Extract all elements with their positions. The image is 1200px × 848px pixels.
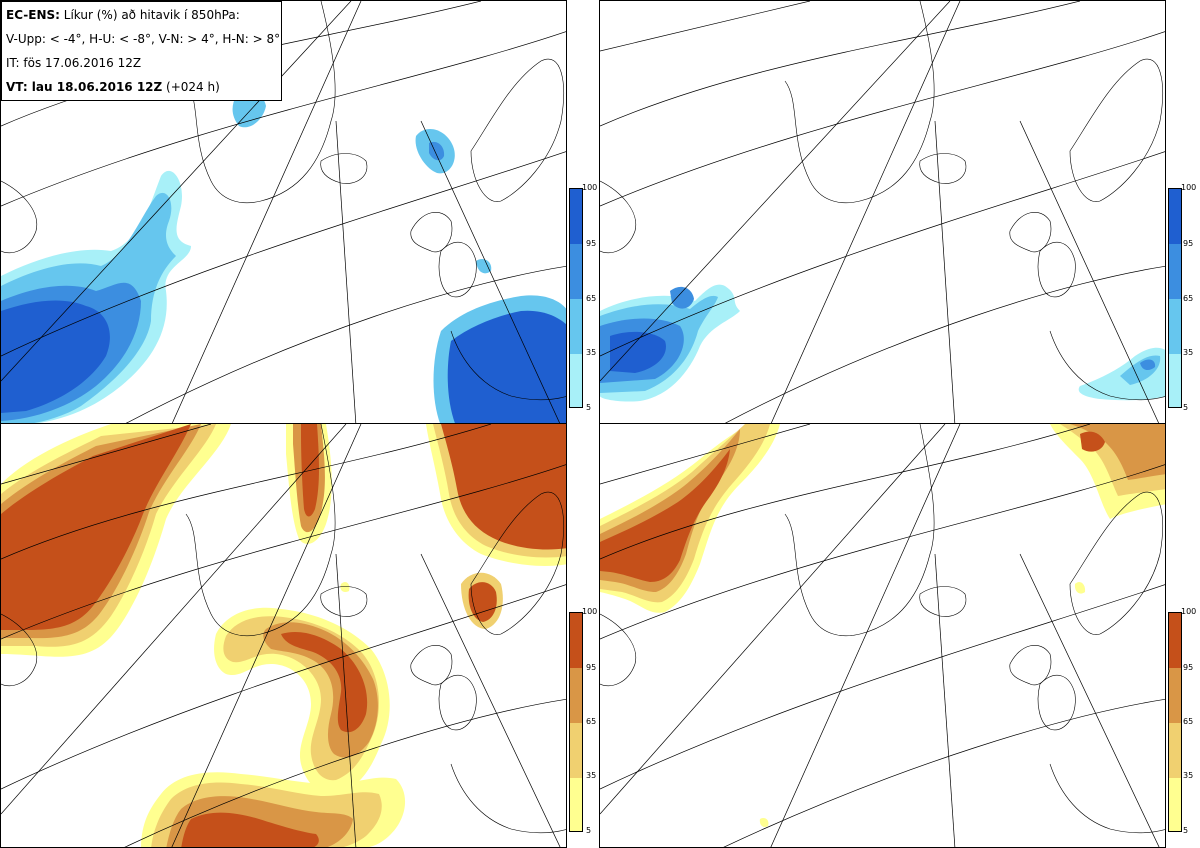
init-time-label: IT: fös 17.06.2016 12Z bbox=[6, 56, 142, 70]
coastlines bbox=[1, 424, 566, 834]
model-label: EC-ENS: bbox=[6, 8, 60, 22]
map-panel-warm-plus8 bbox=[599, 423, 1166, 848]
colorbar-tick: 35 bbox=[586, 771, 597, 780]
colorbar-warm-left bbox=[569, 612, 583, 832]
graticule bbox=[600, 1, 1165, 424]
colorbar-tick: 100 bbox=[582, 183, 598, 192]
colorbar-tick: 65 bbox=[1183, 717, 1194, 726]
map-panel-cold-minus8 bbox=[599, 0, 1166, 425]
probability-shading bbox=[600, 284, 1165, 402]
colorbar-warm-right bbox=[1168, 612, 1182, 832]
colorbar-tick: 35 bbox=[1183, 771, 1194, 780]
info-line-title: EC-ENS: Líkur (%) að hitavik í 850hPa: bbox=[6, 8, 277, 32]
info-box: EC-ENS: Líkur (%) að hitavik í 850hPa: V… bbox=[1, 1, 282, 101]
colorbar-tick: 95 bbox=[586, 663, 597, 672]
colorbar-cold-right bbox=[1168, 188, 1182, 408]
probability-shading bbox=[1, 424, 566, 847]
probability-shading bbox=[600, 424, 1165, 828]
colorbar-tick: 5 bbox=[586, 826, 592, 835]
colorbar-tick: 65 bbox=[1183, 294, 1194, 303]
colorbar-tick: 95 bbox=[1183, 239, 1194, 248]
colorbar-tick: 100 bbox=[1181, 183, 1197, 192]
map-warm-plus8 bbox=[600, 424, 1165, 847]
graticule bbox=[1, 424, 566, 847]
colorbar-tick: 100 bbox=[1181, 607, 1197, 616]
colorbar-tick: 95 bbox=[586, 239, 597, 248]
colorbar-tick: 35 bbox=[586, 348, 597, 357]
probability-shading bbox=[1, 90, 566, 424]
map-panel-warm-plus4 bbox=[0, 423, 567, 848]
colorbar-cold-left bbox=[569, 188, 583, 408]
map-cold-minus8 bbox=[600, 1, 1165, 424]
lead-time-label: (+024 h) bbox=[166, 80, 220, 94]
graticule bbox=[600, 424, 1165, 847]
colorbar-tick: 65 bbox=[586, 717, 597, 726]
thresholds-label: V-Upp: < -4°, H-U: < -8°, V-N: > 4°, H-N… bbox=[6, 32, 281, 46]
info-line-valid: VT: lau 18.06.2016 12Z (+024 h) bbox=[6, 80, 277, 104]
colorbar-tick: 65 bbox=[586, 294, 597, 303]
colorbar-tick: 95 bbox=[1183, 663, 1194, 672]
description-label: Líkur (%) að hitavik í 850hPa: bbox=[63, 8, 240, 22]
colorbar-tick: 5 bbox=[1183, 403, 1189, 412]
colorbar-tick: 5 bbox=[586, 403, 592, 412]
colorbar-tick: 35 bbox=[1183, 348, 1194, 357]
map-warm-plus4 bbox=[1, 424, 566, 847]
valid-time-label: VT: lau 18.06.2016 12Z bbox=[6, 80, 163, 94]
map-panel-cold-minus4: EC-ENS: Líkur (%) að hitavik í 850hPa: V… bbox=[0, 0, 567, 425]
colorbar-tick: 5 bbox=[1183, 826, 1189, 835]
colorbar-tick: 100 bbox=[582, 607, 598, 616]
